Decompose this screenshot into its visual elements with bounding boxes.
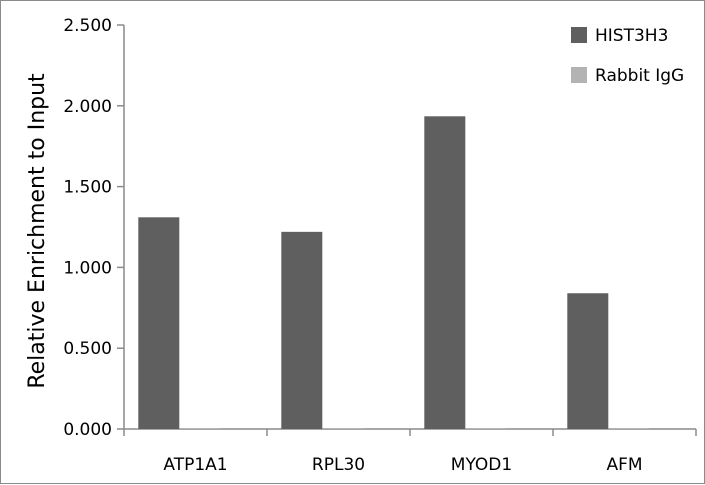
- legend-label: Rabbit IgG: [595, 66, 684, 86]
- y-tick-label: 2.500: [63, 16, 112, 36]
- x-category-label: AFM: [606, 455, 642, 475]
- x-category-label: RPL30: [312, 455, 365, 475]
- y-axis-title: Relative Enrichment to Input: [25, 73, 50, 389]
- bar-rabbit-igg: [608, 428, 650, 429]
- x-category-label: ATP1A1: [163, 455, 227, 475]
- y-tick-label: 0.500: [63, 339, 112, 359]
- bars: [138, 116, 650, 429]
- bar-hist3h3: [138, 217, 180, 429]
- bar-rabbit-igg: [322, 428, 364, 429]
- legend-label: HIST3H3: [595, 26, 668, 46]
- legend-swatch: [571, 27, 587, 43]
- x-axis: ATP1A1 RPL30 MYOD1 AFM: [123, 428, 697, 475]
- bar-hist3h3: [424, 116, 466, 429]
- y-axis: 0.000 0.500 1.000 1.500 2.000 2.500: [63, 16, 125, 440]
- bar-hist3h3: [281, 231, 323, 429]
- y-tick-label: 1.500: [63, 178, 112, 198]
- y-tick-label: 1.000: [63, 258, 112, 278]
- y-tick-label: 2.000: [63, 97, 112, 117]
- y-tick-label: 0.000: [63, 420, 112, 440]
- x-category-label: MYOD1: [451, 455, 512, 475]
- bar-rabbit-igg: [465, 428, 507, 429]
- bar-hist3h3: [567, 293, 609, 429]
- legend-swatch: [571, 67, 587, 83]
- legend: HIST3H3 Rabbit IgG: [571, 26, 684, 86]
- bar-rabbit-igg: [179, 428, 221, 429]
